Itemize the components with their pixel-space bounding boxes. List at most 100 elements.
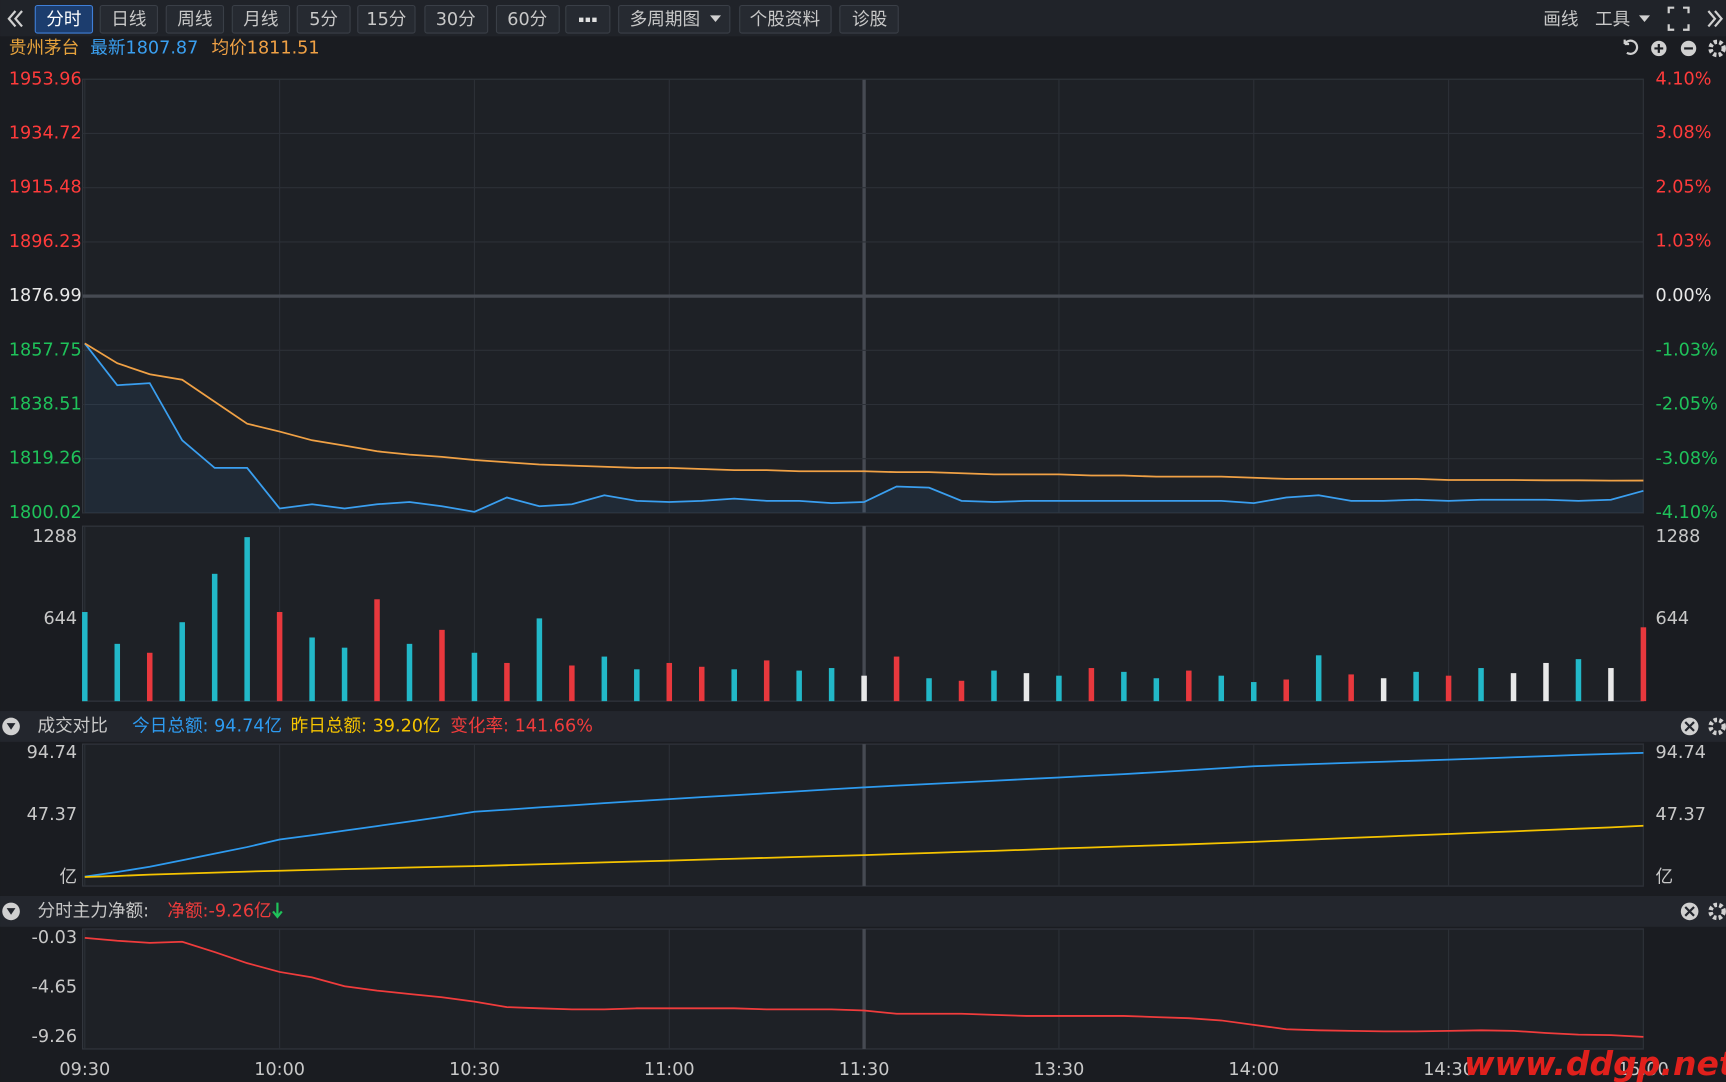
- y-tick-label: -4.65: [32, 977, 78, 997]
- link[interactable]: 个股资料: [750, 10, 820, 30]
- panel-header: [0, 711, 1726, 742]
- avg-value: 1811.51: [247, 38, 320, 58]
- volume-bar: [763, 660, 770, 702]
- x-tick-label: 11:30: [839, 1060, 890, 1080]
- y-tick-label-right: 94.74: [1656, 743, 1706, 763]
- y-tick-label: -0.03: [32, 928, 78, 948]
- watermark: www.ddgp.net: [1464, 1044, 1726, 1082]
- volume-bar: [536, 618, 543, 702]
- x-tick-label: 11:00: [644, 1060, 695, 1080]
- area: [84, 343, 1644, 513]
- volume-bar: [1380, 678, 1387, 702]
- tab[interactable]: 日线: [111, 10, 146, 30]
- line: [84, 752, 1644, 878]
- line: [84, 342, 1644, 482]
- volume-bar: [179, 622, 185, 702]
- volume-bar: [698, 666, 705, 702]
- panel-toggle-glyph: [6, 723, 16, 730]
- volume-bar: [1575, 659, 1582, 702]
- collapse-icon[interactable]: [14, 10, 23, 28]
- dropdown-button[interactable]: [618, 4, 731, 34]
- expand-right-icon[interactable]: [1707, 10, 1717, 28]
- y2-tick-label: 4.10%: [1656, 69, 1712, 89]
- tool[interactable]: 画线: [1543, 10, 1578, 30]
- latest-value: 1807.87: [126, 38, 199, 58]
- volume-bar: [1445, 675, 1452, 702]
- tab[interactable]: 5分: [309, 10, 338, 30]
- reset-icon[interactable]: [1623, 39, 1639, 55]
- y-tick-label: 1953.96: [9, 69, 82, 89]
- tab[interactable]: 30分: [436, 10, 476, 30]
- tab-active[interactable]: [34, 4, 94, 34]
- volume-bar: [893, 656, 900, 702]
- volume-bar: [958, 680, 965, 702]
- tab-button[interactable]: [495, 4, 560, 34]
- settings-icon[interactable]: [1708, 717, 1726, 736]
- tab-button[interactable]: [99, 4, 158, 34]
- collapse-icon[interactable]: [7, 10, 17, 28]
- down-arrow: [272, 902, 283, 919]
- x-tick-label: 13:30: [1034, 1060, 1085, 1080]
- y-tick-label: -9.26: [32, 1027, 78, 1047]
- dropdown-arrow: [710, 15, 722, 23]
- line: [84, 342, 1644, 513]
- today-total: 今日总额: 94.74亿: [132, 716, 282, 736]
- settings-icon[interactable]: [1708, 39, 1726, 58]
- close-glyph: [1684, 721, 1695, 732]
- more-icon[interactable]: [579, 17, 597, 23]
- link[interactable]: 诊股: [852, 10, 887, 30]
- y-tick-label: 644: [43, 609, 77, 629]
- y2-tick-label: 0.00%: [1656, 286, 1712, 306]
- volume-bar: [731, 669, 737, 702]
- stock-name: 贵州茅台: [9, 38, 79, 58]
- panel-title: 分时主力净额:: [37, 901, 149, 921]
- tab[interactable]: 15分: [366, 10, 406, 30]
- tab[interactable]: 周线: [177, 10, 212, 30]
- volume-bar: [1153, 678, 1160, 702]
- y-tick-label: 1915.48: [9, 178, 82, 198]
- volume-bar: [1251, 682, 1257, 702]
- volume-bar: [634, 669, 640, 702]
- volume-bar: [406, 643, 413, 702]
- volume-bar: [211, 573, 218, 702]
- tab[interactable]: 分时: [46, 10, 81, 30]
- settings-icon[interactable]: [1708, 902, 1726, 921]
- volume-bar: [828, 668, 835, 702]
- x-tick-label: 15:00: [1618, 1060, 1669, 1080]
- volume-bar: [1315, 655, 1322, 702]
- stock-info: 贵州茅台 最新1807.87 均价1811.51: [9, 38, 320, 58]
- tab-button[interactable]: [231, 4, 291, 34]
- volume-bar: [1478, 668, 1484, 702]
- volume-bar: [601, 656, 608, 702]
- y2-tick-label: 3.08%: [1656, 123, 1712, 143]
- y-tick-label-right: 644: [1656, 609, 1690, 629]
- volume-bar: [471, 652, 478, 702]
- volume-bar: [341, 647, 348, 702]
- tab-button[interactable]: [165, 4, 225, 34]
- tool[interactable]: 工具: [1595, 10, 1630, 30]
- tab[interactable]: 60分: [507, 10, 547, 30]
- y-tick-label-right: 1288: [1656, 527, 1701, 547]
- volume-bar: [861, 675, 867, 702]
- tab-button[interactable]: [424, 4, 489, 34]
- tab-button[interactable]: [357, 4, 416, 34]
- tab[interactable]: 月线: [243, 10, 278, 30]
- tab-button[interactable]: [296, 4, 351, 34]
- expand-right-icon[interactable]: [1714, 10, 1724, 28]
- volume-bar: [1121, 671, 1127, 702]
- y2-tick-label: -3.08%: [1656, 449, 1718, 469]
- link-button[interactable]: [839, 4, 899, 34]
- net-amount: 净额:-9.26亿: [167, 901, 271, 921]
- expand-icon[interactable]: [1667, 6, 1690, 31]
- link-button[interactable]: [739, 4, 832, 34]
- line: [84, 824, 1644, 878]
- volume-bar: [1348, 674, 1354, 702]
- x-tick-label: 10:30: [449, 1060, 500, 1080]
- zoom-in-glyph: [1654, 44, 1664, 53]
- y-tick-label: 1800.02: [9, 503, 82, 523]
- y-tick-label: 1876.99: [9, 286, 82, 306]
- avg-label: 均价: [212, 38, 248, 58]
- dropdown-label[interactable]: 多周期图: [630, 10, 700, 30]
- y2-tick-label: -1.03%: [1656, 341, 1718, 361]
